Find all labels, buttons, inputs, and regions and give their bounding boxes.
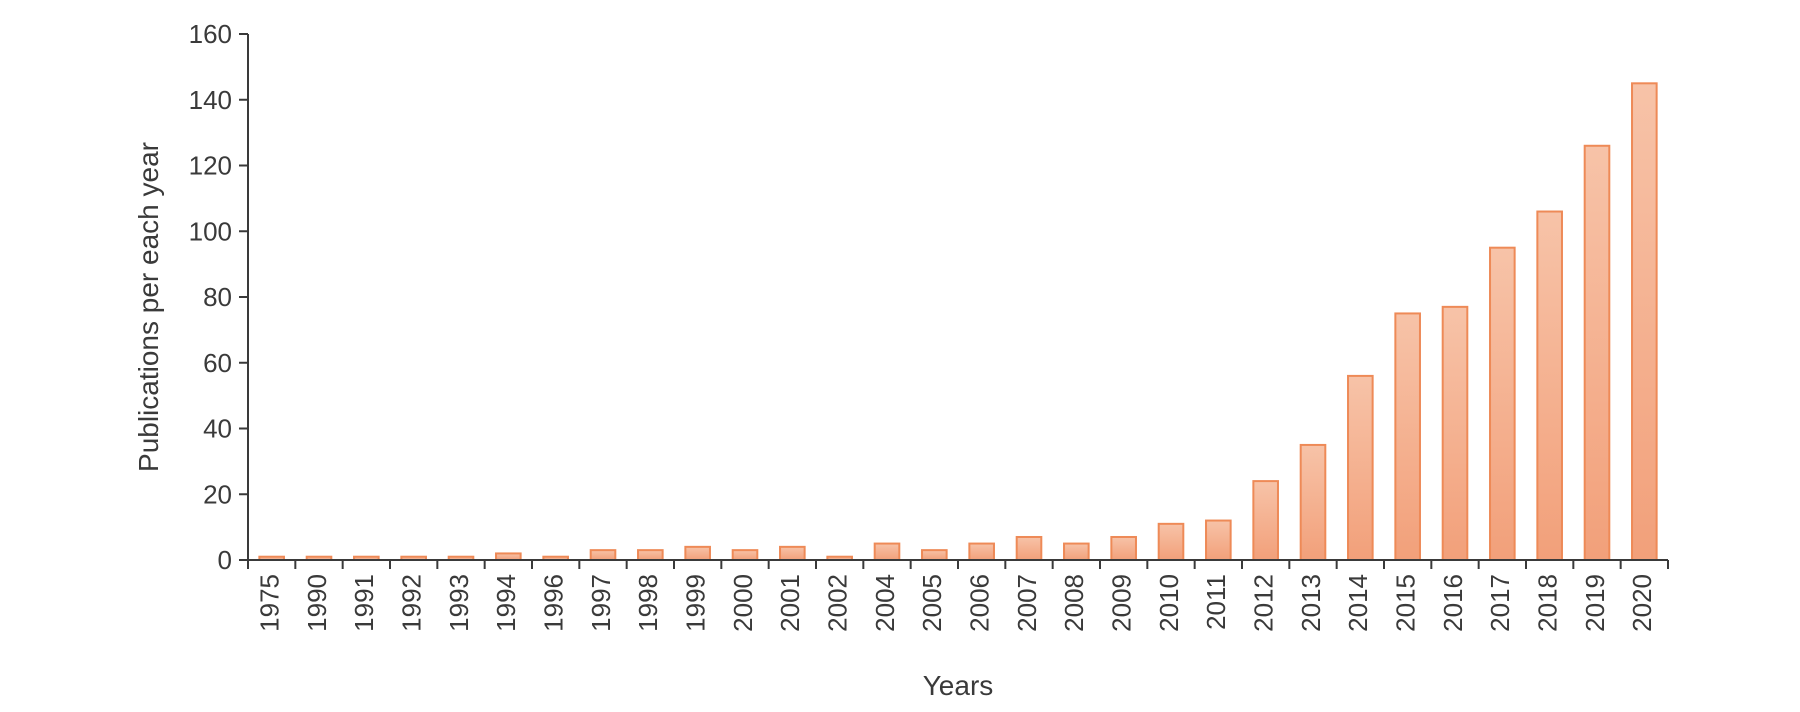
bars-group <box>258 82 1658 562</box>
bar-2000 <box>731 549 759 562</box>
x-tick-label: 2015 <box>1391 574 1421 632</box>
x-tick-label: 2005 <box>917 574 947 632</box>
bar-2001 <box>779 545 806 561</box>
x-tick-label: 2000 <box>728 574 758 632</box>
x-tick-label: 2013 <box>1296 574 1326 632</box>
x-tick-label: 2011 <box>1201 574 1231 630</box>
x-tick-label: 2017 <box>1485 574 1515 632</box>
bar-2020 <box>1631 82 1658 561</box>
x-tick-label: 2009 <box>1107 574 1137 632</box>
y-axis-ticks: 0 20 40 60 80 100 120 140 160 <box>189 19 248 575</box>
x-tick-label: 1992 <box>397 574 427 632</box>
x-tick-label: 1999 <box>681 574 711 632</box>
bar-1998 <box>637 549 664 562</box>
x-tick-label: 1994 <box>491 574 521 632</box>
x-tick-label: 1996 <box>539 574 569 632</box>
x-tick-label: 2010 <box>1154 574 1184 632</box>
x-tick-label: 2016 <box>1438 574 1468 632</box>
x-tick-label: 2001 <box>775 574 805 632</box>
x-tick-label: 1997 <box>586 574 616 632</box>
bar-2011 <box>1205 519 1232 561</box>
y-tick-label: 60 <box>203 348 232 378</box>
x-tick-label: 2004 <box>870 574 900 632</box>
x-tick-label: 2008 <box>1059 574 1089 632</box>
bar-2017 <box>1489 246 1516 561</box>
bar-2014 <box>1347 374 1374 561</box>
bar-2010 <box>1157 522 1185 562</box>
x-tick-label: 1990 <box>302 574 332 632</box>
bar-2009 <box>1110 535 1137 561</box>
bar-2013 <box>1299 443 1327 561</box>
y-tick-label: 160 <box>189 19 232 49</box>
x-tick-label: 2020 <box>1627 574 1657 632</box>
bar-2006 <box>968 542 995 561</box>
y-tick-label: 20 <box>203 479 232 509</box>
x-tick-label: 1975 <box>255 574 285 632</box>
bar-2004 <box>873 542 901 561</box>
y-axis-title: Publications per each year <box>133 142 164 472</box>
bar-2016 <box>1441 305 1469 561</box>
y-tick-label: 0 <box>218 545 232 575</box>
bar-1997 <box>589 549 617 562</box>
y-tick-label: 100 <box>189 216 232 246</box>
y-tick-label: 120 <box>189 151 232 181</box>
x-tick-label: 2019 <box>1580 574 1610 632</box>
bar-2007 <box>1015 535 1043 561</box>
x-tick-label: 1991 <box>349 574 379 632</box>
bar-2019 <box>1583 144 1611 561</box>
x-tick-label: 2014 <box>1343 574 1373 632</box>
x-tick-label: 2006 <box>965 574 995 632</box>
y-tick-label: 40 <box>203 414 232 444</box>
x-tick-label: 1993 <box>444 574 474 632</box>
x-tick-label: 1998 <box>633 574 663 632</box>
x-tick-label: 2007 <box>1012 574 1042 632</box>
x-axis-ticks: 1975 1990 1991 1992 1993 1994 1996 1997 1998 1999… <box>247 560 1669 632</box>
x-tick-label: 2012 <box>1249 574 1279 632</box>
bar-2012 <box>1252 480 1279 562</box>
x-axis-title: Years <box>923 670 994 701</box>
y-tick-label: 140 <box>189 85 232 115</box>
bar-2005 <box>921 549 948 562</box>
bar-2018 <box>1536 210 1563 561</box>
y-tick-label: 80 <box>203 282 232 312</box>
bar-1999 <box>684 545 711 561</box>
bar-2008 <box>1063 542 1090 561</box>
bar-2015 <box>1394 312 1421 561</box>
x-tick-label: 2018 <box>1533 574 1563 632</box>
x-tick-label: 2002 <box>823 574 853 632</box>
